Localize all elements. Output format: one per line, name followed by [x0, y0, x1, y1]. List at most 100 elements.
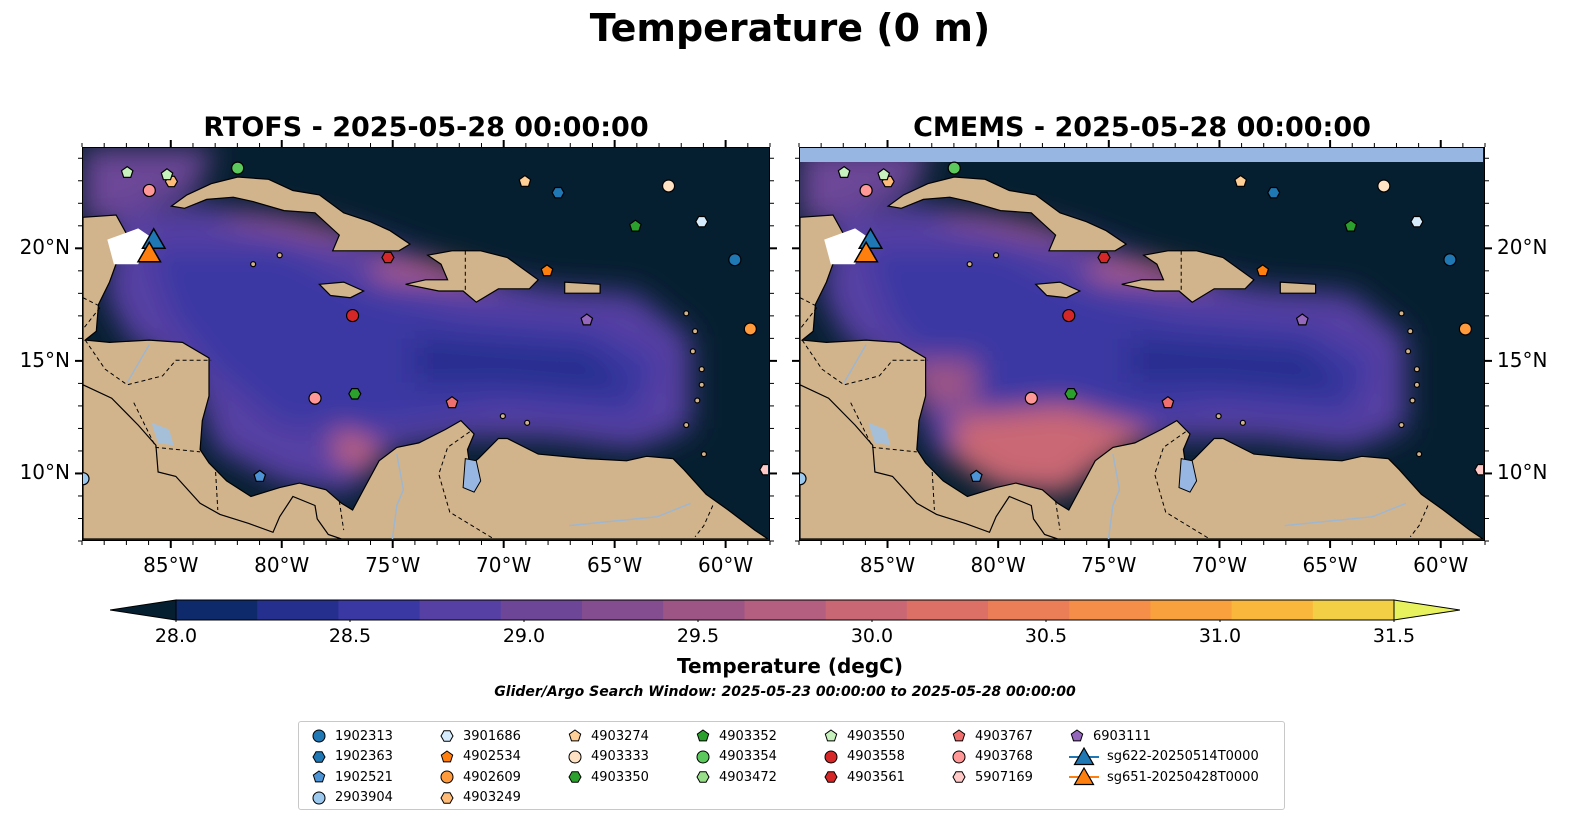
cmems-map[interactable] [799, 147, 1485, 541]
colorbar-tick-label: 28.5 [328, 625, 372, 647]
float-marker-4903350[interactable] [348, 388, 362, 400]
legend-item-1902363: 1902363 [311, 747, 393, 767]
hexagon-marker-icon [440, 730, 454, 742]
float-marker-6903111[interactable] [1295, 313, 1309, 326]
float-marker-4902534[interactable] [1256, 264, 1270, 277]
pentagon-marker-icon [824, 729, 838, 742]
legend-label: 4903249 [463, 790, 521, 805]
legend-label: 4903333 [591, 749, 649, 764]
float-marker-4903767[interactable] [445, 395, 459, 409]
float-marker-1902313[interactable] [728, 253, 742, 267]
float-marker-4903561[interactable] [381, 251, 395, 264]
legend-item-4903274: 4903274 [567, 726, 649, 746]
pentagon-marker-icon [952, 729, 966, 742]
lon-tick-label: 75°W [1081, 553, 1137, 577]
float-marker-4903354[interactable] [231, 161, 245, 175]
legend-label: 4903352 [719, 728, 777, 744]
glider-marker-sg651-20250428T0000[interactable] [136, 240, 162, 263]
legend-item-1902313: 1902313 [311, 726, 393, 746]
legend-item-4903333: 4903333 [567, 747, 649, 767]
float-marker-4903561[interactable] [1097, 251, 1111, 264]
float-marker-4903550[interactable] [837, 165, 851, 178]
float-marker-4903768[interactable] [859, 183, 873, 198]
legend-label: 4903767 [975, 728, 1033, 744]
lat-tick-label: 15°N [19, 347, 70, 372]
lon-tick-label: 70°W [476, 553, 532, 577]
legend-item-4903768: 4903768 [951, 747, 1033, 767]
lat-tick-label: 20°N [1497, 235, 1548, 260]
float-marker-4903768b[interactable] [1024, 391, 1038, 405]
legend-item-4903550: 4903550 [823, 726, 905, 746]
pentagon-marker-icon [696, 729, 710, 742]
legend-label: 2903904 [335, 790, 393, 805]
float-marker-4903550[interactable] [120, 165, 134, 178]
float-marker-4903333[interactable] [1377, 179, 1391, 193]
float-marker-1902313[interactable] [1443, 253, 1457, 267]
pentagon-marker-icon [440, 749, 454, 762]
lon-tick-label: 65°W [1302, 553, 1358, 577]
colorbar-label: Temperature (degC) [677, 654, 903, 678]
float-marker-4903333[interactable] [661, 179, 676, 193]
rtofs-map[interactable] [82, 147, 770, 541]
legend-label: 3901686 [463, 728, 521, 744]
legend-label: 4903561 [847, 769, 905, 785]
float-marker-4903352[interactable] [1344, 219, 1358, 232]
float-marker-4903767[interactable] [1161, 395, 1175, 409]
legend-item-4903352: 4903352 [695, 726, 777, 746]
float-marker-4903352[interactable] [628, 219, 642, 232]
lat-tick-label: 15°N [1497, 347, 1548, 372]
triangle-marker-icon [1069, 746, 1099, 765]
panel-title-cmems: CMEMS - 2025-05-28 00:00:00 [913, 112, 1371, 143]
lon-tick-label: 60°W [1413, 553, 1469, 577]
map-axes [75, 140, 1492, 548]
lon-tick-label: 65°W [587, 553, 643, 577]
hexagon-marker-icon [440, 791, 454, 804]
float-marker-4903768b[interactable] [308, 391, 322, 405]
legend-label: 4903550 [847, 728, 905, 744]
float-marker-5907169[interactable] [759, 463, 768, 476]
colorbar-tick-label: 31.0 [1198, 625, 1242, 647]
circle-marker-icon [696, 750, 710, 763]
float-marker-4902534[interactable] [540, 264, 554, 277]
float-marker-5907169[interactable] [1474, 463, 1483, 476]
panel-title-rtofs: RTOFS - 2025-05-28 00:00:00 [203, 112, 649, 143]
legend-label: 1902521 [335, 769, 393, 785]
legend-label: 4903768 [975, 749, 1033, 764]
legend-item-1902521: 1902521 [311, 767, 393, 787]
hexagon-marker-icon [312, 750, 326, 763]
circle-marker-icon [440, 770, 454, 784]
float-marker-4903274[interactable] [1234, 174, 1248, 188]
float-marker-1902521[interactable] [253, 469, 267, 482]
float-marker-4903274[interactable] [518, 174, 532, 188]
float-marker-4902609[interactable] [743, 322, 757, 336]
float-marker-4903768[interactable] [142, 183, 156, 198]
legend-item-3901686: 3901686 [439, 726, 521, 746]
legend-label: 4902534 [463, 749, 521, 764]
circle-marker-icon [952, 750, 966, 763]
float-marker-3901686[interactable] [695, 215, 709, 228]
float-marker-1902363[interactable] [1267, 186, 1281, 199]
float-marker-1902521[interactable] [969, 469, 983, 482]
float-marker-2903904[interactable] [800, 472, 807, 486]
float-marker-1902363[interactable] [551, 186, 565, 199]
float-marker-4902609[interactable] [1458, 322, 1472, 336]
legend-item-4902609: 4902609 [439, 767, 521, 787]
hexagon-marker-icon [824, 771, 838, 783]
float-marker-4903558[interactable] [1062, 308, 1076, 323]
float-marker-4903350[interactable] [1064, 388, 1078, 400]
pentagon-marker-icon [1070, 729, 1084, 742]
legend-label: 1902313 [335, 728, 393, 744]
float-marker-4903354[interactable] [947, 161, 961, 175]
float-marker-4903550b[interactable] [160, 168, 174, 181]
float-marker-4903550b[interactable] [877, 168, 891, 181]
float-marker-2903904[interactable] [83, 472, 90, 486]
legend-label: sg622-20250514T0000 [1107, 749, 1259, 764]
lon-tick-label: 80°W [254, 553, 310, 577]
legend-item-4903350: 4903350 [567, 767, 649, 787]
search-window-note: Glider/Argo Search Window: 2025-05-23 00… [494, 684, 1076, 700]
float-marker-4903558[interactable] [345, 308, 360, 323]
lon-tick-label: 70°W [1191, 553, 1248, 577]
glider-marker-sg651-20250428T0000[interactable] [853, 240, 879, 263]
float-marker-6903111[interactable] [580, 313, 594, 326]
float-marker-3901686[interactable] [1410, 215, 1424, 228]
